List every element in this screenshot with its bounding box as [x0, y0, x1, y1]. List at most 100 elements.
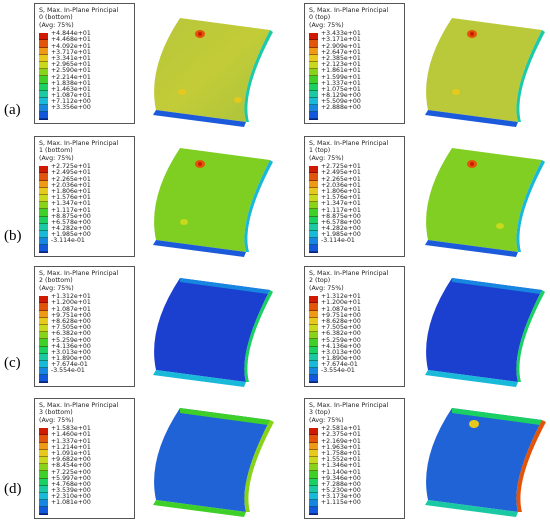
color-scale: +2.725e+01 +2.495e+01 +2.265e+01 +2.036e+01…	[309, 164, 401, 254]
scale-value: +5.259e+00	[321, 336, 361, 344]
scale-value: +1.312e+01	[321, 293, 361, 301]
color-swatch	[39, 33, 48, 41]
color-swatch	[309, 61, 318, 70]
scale-value: +2.725e+01	[51, 163, 91, 171]
scale-value: +2.725e+01	[321, 163, 361, 171]
scale-value: +6.382e+00	[321, 330, 361, 338]
color-swatch	[39, 173, 48, 181]
scale-value: +1.337e+01	[51, 437, 91, 445]
scale-value: +8.129e+00	[321, 92, 361, 100]
color-swatch	[39, 90, 48, 98]
scale-value: +3.356e+00	[51, 104, 91, 112]
color-swatch	[39, 54, 48, 62]
scale-value: +2.581e+01	[321, 425, 361, 433]
legend-title: S, Max. In-Plane Principal	[39, 140, 119, 147]
color-swatch	[39, 202, 48, 210]
color-swatch	[309, 492, 318, 501]
color-swatch	[39, 500, 48, 508]
color-swatch	[309, 317, 318, 325]
scale-value: +1.081e+00	[51, 499, 91, 507]
color-swatch	[39, 456, 48, 465]
color-swatch	[309, 485, 318, 493]
color-swatch	[39, 449, 48, 457]
scale-value: -3.554e-01	[51, 367, 85, 375]
scale-value: +1.599e+01	[321, 73, 361, 81]
scale-value: +1.115e+00	[321, 499, 361, 507]
scale-value: +1.463e+01	[51, 85, 91, 93]
color-swatch	[309, 332, 318, 340]
scale-value: +9.682e+00	[51, 456, 91, 464]
color-bar	[39, 428, 48, 516]
legend-title: S, Max. In-Plane Principal	[39, 270, 119, 277]
scale-value: +6.578e+00	[51, 218, 91, 226]
scale-value: +9.751e+00	[321, 311, 361, 319]
color-swatch	[39, 332, 48, 340]
scale-value: +2.036e+01	[321, 181, 361, 189]
scale-value: +8.628e+00	[51, 317, 91, 325]
legend-layer: 3 (top)	[309, 409, 331, 417]
scale-value: +2.909e+01	[321, 42, 361, 50]
legend-averaging: (Avg: 75%)	[39, 416, 74, 424]
scale-value: +1.985e+00	[321, 231, 361, 239]
color-swatch	[39, 187, 48, 195]
scale-value: +4.282e+00	[51, 225, 91, 233]
color-swatch	[39, 485, 48, 493]
color-swatch	[39, 435, 48, 443]
color-swatch	[39, 368, 48, 376]
color-scale: +2.581e+01 +2.375e+01 +2.169e+01 +1.963e+01…	[309, 426, 401, 516]
legend-c-top: S, Max. In-Plane Principal 2 (top) (Avg: 7…	[304, 266, 405, 388]
scale-values: +2.581e+01 +2.375e+01 +2.169e+01 +1.963e+01…	[321, 426, 361, 515]
color-swatch	[309, 435, 318, 443]
scale-value: +1.985e+00	[51, 231, 91, 239]
scale-value: +1.576e+01	[321, 194, 361, 202]
scale-value: +2.169e+01	[321, 437, 361, 445]
scale-value: +7.674e-01	[321, 361, 358, 369]
color-swatch	[309, 216, 318, 224]
scale-value: +2.965e+01	[51, 61, 91, 69]
color-swatch	[39, 310, 48, 318]
color-swatch	[39, 492, 48, 501]
color-swatch	[309, 245, 318, 253]
scale-value: +1.758e+01	[321, 449, 361, 457]
legend-title: S, Max. In-Plane Principal	[39, 402, 119, 409]
contour-plot-b-top	[425, 148, 545, 257]
scale-value: +7.112e+00	[51, 98, 91, 106]
color-swatch	[309, 47, 318, 55]
color-scale: +1.583e+01 +1.460e+01 +1.337e+01 +1.214e+01…	[39, 426, 131, 516]
scale-value: +4.136e+00	[321, 342, 361, 350]
scale-value: +3.341e+01	[51, 54, 91, 62]
scale-value: +2.214e+01	[51, 73, 91, 81]
legend-b-top: S, Max. In-Plane Principal 1 (top) (Avg: 7…	[304, 136, 405, 258]
color-swatch	[39, 317, 48, 325]
scale-value: +4.844e+01	[51, 30, 91, 38]
legend-averaging: (Avg: 75%)	[309, 416, 344, 424]
scale-value: +1.337e+01	[321, 79, 361, 87]
row-label-c: (c)	[4, 355, 21, 371]
color-swatch	[39, 442, 48, 450]
scale-value: +1.861e+01	[321, 67, 361, 75]
legend-averaging: (Avg: 75%)	[309, 154, 344, 162]
scale-value: +2.123e+01	[321, 61, 361, 69]
color-swatch	[309, 310, 318, 318]
color-swatch	[309, 449, 318, 457]
scale-value: +4.136e+00	[51, 342, 91, 350]
legend-a-top: S, Max. In-Plane Principal 0 (top) (Avg: 7…	[304, 3, 405, 125]
color-swatch	[39, 76, 48, 84]
scale-values: +3.433e+01 +3.171e+01 +2.909e+01 +2.647e+01…	[321, 31, 361, 120]
legend-a-bottom: S, Max. In-Plane Principal 0 (bottom) (Avg…	[34, 3, 135, 125]
color-swatch	[309, 353, 318, 361]
scale-value: +7.505e+00	[51, 324, 91, 332]
legend-b-bottom: S, Max. In-Plane Principal 1 (bottom) (Avg…	[34, 136, 135, 258]
color-swatch	[309, 202, 318, 210]
scale-values: +2.725e+01 +2.495e+01 +2.265e+01 +2.036e+01…	[321, 164, 361, 253]
color-scale: +4.844e+01 +4.468e+01 +4.092e+01 +3.717e+01…	[39, 31, 131, 121]
legend-title: S, Max. In-Plane Principal	[309, 7, 389, 14]
color-swatch	[39, 180, 48, 188]
scale-value: -3.554e-01	[321, 367, 355, 375]
scale-values: +4.844e+01 +4.468e+01 +4.092e+01 +3.717e+01…	[51, 31, 91, 120]
legend-averaging: (Avg: 75%)	[309, 21, 344, 29]
scale-value: +1.087e+01	[321, 305, 361, 313]
color-bar	[39, 296, 48, 384]
scale-values: +1.312e+01 +1.200e+01 +1.087e+01 +9.751e+00…	[51, 294, 91, 383]
color-swatch	[39, 324, 48, 333]
